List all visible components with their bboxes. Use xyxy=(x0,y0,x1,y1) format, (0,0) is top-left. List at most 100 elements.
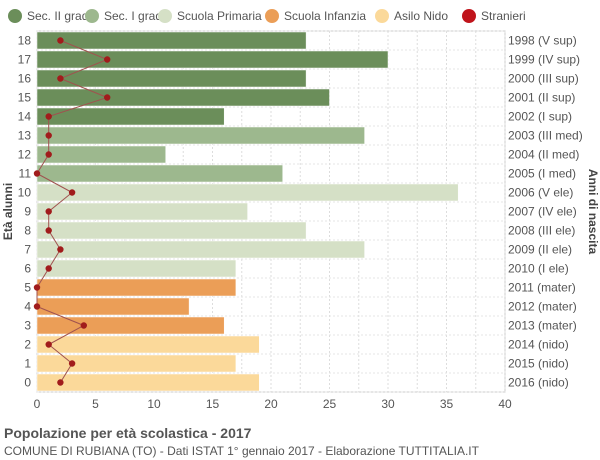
age-label: 18 xyxy=(18,34,32,48)
legend-label: Stranieri xyxy=(481,9,526,23)
age-label: 15 xyxy=(18,91,32,105)
x-tick-label: 15 xyxy=(206,397,220,411)
legend-item: Asilo Nido xyxy=(375,8,448,24)
bar xyxy=(36,221,307,240)
age-label: 1 xyxy=(24,357,31,371)
bar xyxy=(36,183,459,202)
birth-year-label: 2000 (III sup) xyxy=(508,72,579,86)
age-label: 7 xyxy=(24,243,31,257)
bar xyxy=(36,31,307,50)
x-tick-label: 10 xyxy=(147,397,161,411)
stranieri-point xyxy=(57,379,64,386)
legend-swatch xyxy=(375,9,389,23)
stranieri-point xyxy=(33,170,41,177)
chart-subtitle: COMUNE DI RUBIANA (TO) - Dati ISTAT 1° g… xyxy=(4,444,479,458)
bar xyxy=(36,354,237,373)
bar xyxy=(36,50,389,69)
stranieri-point xyxy=(68,189,76,196)
legend-swatch xyxy=(265,9,279,23)
chart-title: Popolazione per età scolastica - 2017 xyxy=(4,425,252,441)
stranieri-point xyxy=(80,322,88,329)
birth-year-label: 2005 (I med) xyxy=(508,167,576,181)
age-label: 5 xyxy=(24,281,31,295)
legend-label: Scuola Infanzia xyxy=(284,9,367,23)
birth-year-label: 2009 (II ele) xyxy=(508,243,572,257)
legend-label: Sec. II grado xyxy=(27,9,96,23)
legend: Sec. II grado Sec. I grado Scuola Primaria… xyxy=(0,4,600,26)
stranieri-point xyxy=(33,284,41,291)
birth-year-label: 2013 (mater) xyxy=(508,319,577,333)
x-tick-label: 35 xyxy=(440,397,454,411)
age-label: 11 xyxy=(19,167,32,181)
age-label: 8 xyxy=(24,224,31,238)
age-label: 6 xyxy=(24,262,31,276)
stranieri-point xyxy=(45,132,52,139)
stranieri-point xyxy=(104,56,111,63)
legend-swatch xyxy=(462,9,476,23)
x-tick-label: 0 xyxy=(34,397,41,411)
birth-year-label: 2001 (II sup) xyxy=(508,91,575,105)
age-label: 4 xyxy=(24,300,31,314)
bar xyxy=(36,202,248,221)
age-label: 16 xyxy=(18,72,32,86)
stranieri-point xyxy=(68,360,76,367)
birth-year-label: 2014 (nido) xyxy=(508,338,569,352)
legend-swatch xyxy=(85,9,99,23)
legend-item: Scuola Infanzia xyxy=(265,8,366,24)
age-label: 12 xyxy=(18,148,32,162)
birth-year-label: 2016 (nido) xyxy=(508,376,569,390)
x-tick-label: 5 xyxy=(92,397,99,411)
birth-year-label: 2011 (mater) xyxy=(508,281,576,295)
legend-item: Scuola Primaria xyxy=(158,8,262,24)
stranieri-point xyxy=(57,75,64,82)
bar xyxy=(36,278,237,297)
stranieri-point xyxy=(45,227,52,234)
birth-year-label: 2015 (nido) xyxy=(508,357,569,371)
bar xyxy=(36,259,237,278)
birth-year-label: 2002 (I sup) xyxy=(508,110,572,124)
legend-item: Sec. I grado xyxy=(85,8,169,24)
bar xyxy=(36,373,260,392)
x-tick-label: 30 xyxy=(381,397,395,411)
birth-year-label: 2006 (V ele) xyxy=(508,186,573,200)
legend-label: Asilo Nido xyxy=(394,9,449,23)
age-label: 3 xyxy=(24,319,31,333)
stranieri-point xyxy=(45,208,52,215)
stranieri-point xyxy=(45,113,52,120)
legend-swatch xyxy=(158,9,172,23)
birth-year-label: 2010 (I ele) xyxy=(508,262,569,276)
stranieri-point xyxy=(45,265,52,272)
bar xyxy=(36,164,283,183)
legend-item: Stranieri xyxy=(462,8,526,24)
stranieri-point xyxy=(45,341,52,348)
x-tick-label: 25 xyxy=(323,397,337,411)
x-tick-label: 40 xyxy=(498,397,512,411)
legend-label: Sec. I grado xyxy=(104,9,169,23)
birth-year-label: 2003 (III med) xyxy=(508,129,583,143)
stranieri-point xyxy=(57,37,64,44)
bar xyxy=(36,69,307,88)
bar xyxy=(36,145,166,164)
age-label: 10 xyxy=(18,186,32,200)
stranieri-point xyxy=(33,303,41,310)
birth-year-label: 2012 (mater) xyxy=(508,300,577,314)
stranieri-point xyxy=(57,246,64,253)
age-label: 0 xyxy=(24,376,31,390)
age-label: 13 xyxy=(18,129,32,143)
age-label: 2 xyxy=(24,338,31,352)
birth-year-label: 2004 (II med) xyxy=(508,148,579,162)
legend-label: Scuola Primaria xyxy=(177,9,262,23)
bar xyxy=(36,297,190,316)
birth-year-label: 2008 (III ele) xyxy=(508,224,575,238)
age-label: 14 xyxy=(18,110,32,124)
birth-year-label: 2007 (IV ele) xyxy=(508,205,577,219)
bar xyxy=(36,335,260,354)
birth-year-label: 1998 (V sup) xyxy=(508,34,577,48)
y-axis-title-right: Anni di nascita xyxy=(586,169,600,255)
x-tick-label: 20 xyxy=(264,397,278,411)
stranieri-point xyxy=(104,94,111,101)
legend-item: Sec. II grado xyxy=(8,8,95,24)
legend-swatch xyxy=(8,9,22,23)
age-label: 9 xyxy=(24,205,31,219)
